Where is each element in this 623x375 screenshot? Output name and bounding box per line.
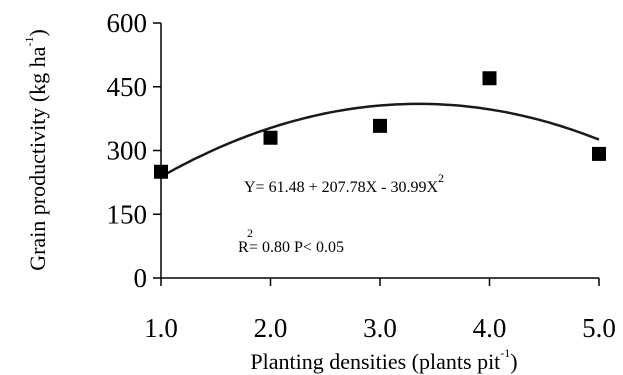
data-point <box>263 130 278 145</box>
r-squared-value: = 0.80 P< 0.05 <box>249 239 344 256</box>
y-tick-label: 450 <box>107 72 148 102</box>
data-point <box>373 118 387 133</box>
y-tick-label: 0 <box>134 263 148 293</box>
axes <box>160 23 599 279</box>
x-axis-title: Planting densities (plants pit-1) <box>250 346 517 374</box>
ticks: 0 150 300 450 600 1.0 2.0 3.0 4.0 5.0 <box>107 8 616 343</box>
markers <box>154 71 606 179</box>
x-tick-label: 2.0 <box>254 313 288 343</box>
x-tick-label: 1.0 <box>144 313 178 343</box>
x-tick-label: 5.0 <box>582 313 616 343</box>
y-tick-label: 150 <box>107 199 148 229</box>
y-tick-label: 300 <box>107 136 148 166</box>
r-squared-label: R <box>238 239 249 256</box>
x-tick-label: 4.0 <box>473 313 507 343</box>
data-point <box>154 164 168 179</box>
data-point <box>482 71 497 86</box>
r-squared-superscript: 2 <box>247 226 253 240</box>
regression-equation: Y= 61.48 + 207.78X - 30.99X2 <box>244 171 444 196</box>
data-point <box>592 146 606 161</box>
y-axis-title: Grain productivity (kg ha-1) <box>22 29 50 271</box>
fit-curve <box>160 102 600 178</box>
x-tick-label: 3.0 <box>363 313 397 343</box>
y-tick-label: 600 <box>107 8 148 38</box>
